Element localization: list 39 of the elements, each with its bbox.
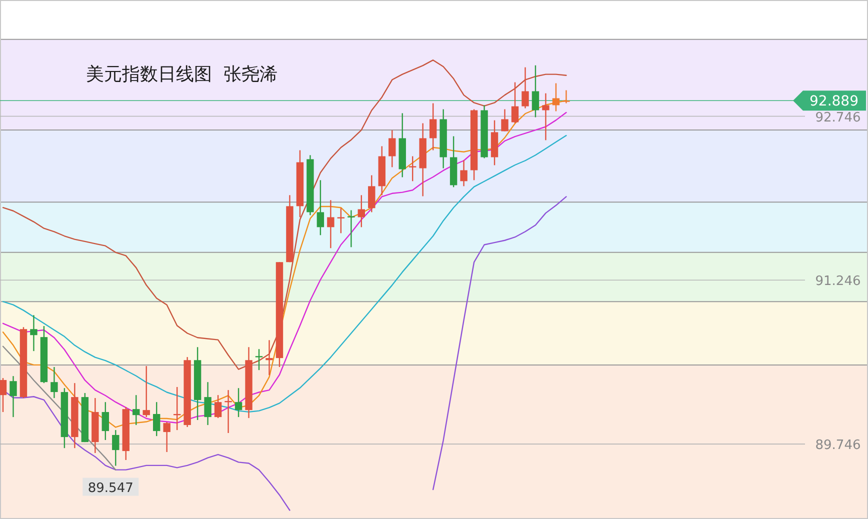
text: 美元指数日线图 张尧浠 xyxy=(86,64,278,85)
candlestick xyxy=(214,394,222,419)
candlestick xyxy=(388,130,396,168)
candlestick xyxy=(234,388,242,418)
y-tick-label: 91.246 xyxy=(815,274,861,290)
y-tick-label: 92.746 xyxy=(815,110,861,126)
ref-line-label: 92.889 xyxy=(810,94,858,110)
candlestick xyxy=(112,429,120,466)
candlestick xyxy=(501,108,508,132)
candlestick xyxy=(460,160,468,187)
candlestick xyxy=(255,348,263,371)
candlestick xyxy=(316,180,324,236)
candlestick xyxy=(552,82,560,112)
y-tick-label: 89.746 xyxy=(815,438,861,454)
candlestick xyxy=(0,377,7,413)
candlestick xyxy=(153,401,160,437)
candlestick xyxy=(142,365,150,418)
candlestick xyxy=(522,66,529,109)
candlestick xyxy=(266,340,273,376)
candlestick xyxy=(358,194,365,228)
candlestick xyxy=(368,174,376,213)
candlestick xyxy=(429,102,437,151)
candlestick xyxy=(542,92,550,141)
candlestick xyxy=(348,210,355,248)
candlestick xyxy=(409,156,416,182)
candlestick xyxy=(102,401,109,441)
line-series xyxy=(2,59,567,370)
candlestick xyxy=(562,90,570,104)
candlestick xyxy=(132,394,140,426)
candlestick xyxy=(337,208,345,234)
candlestick xyxy=(532,64,540,118)
candlestick xyxy=(10,375,17,418)
candlestick xyxy=(511,82,519,124)
candlestick xyxy=(50,366,58,399)
candlestick xyxy=(30,314,38,352)
candlestick xyxy=(163,421,170,453)
candlestick xyxy=(204,381,212,426)
candlestick xyxy=(327,200,334,249)
annotation: 89.547 xyxy=(88,480,134,496)
